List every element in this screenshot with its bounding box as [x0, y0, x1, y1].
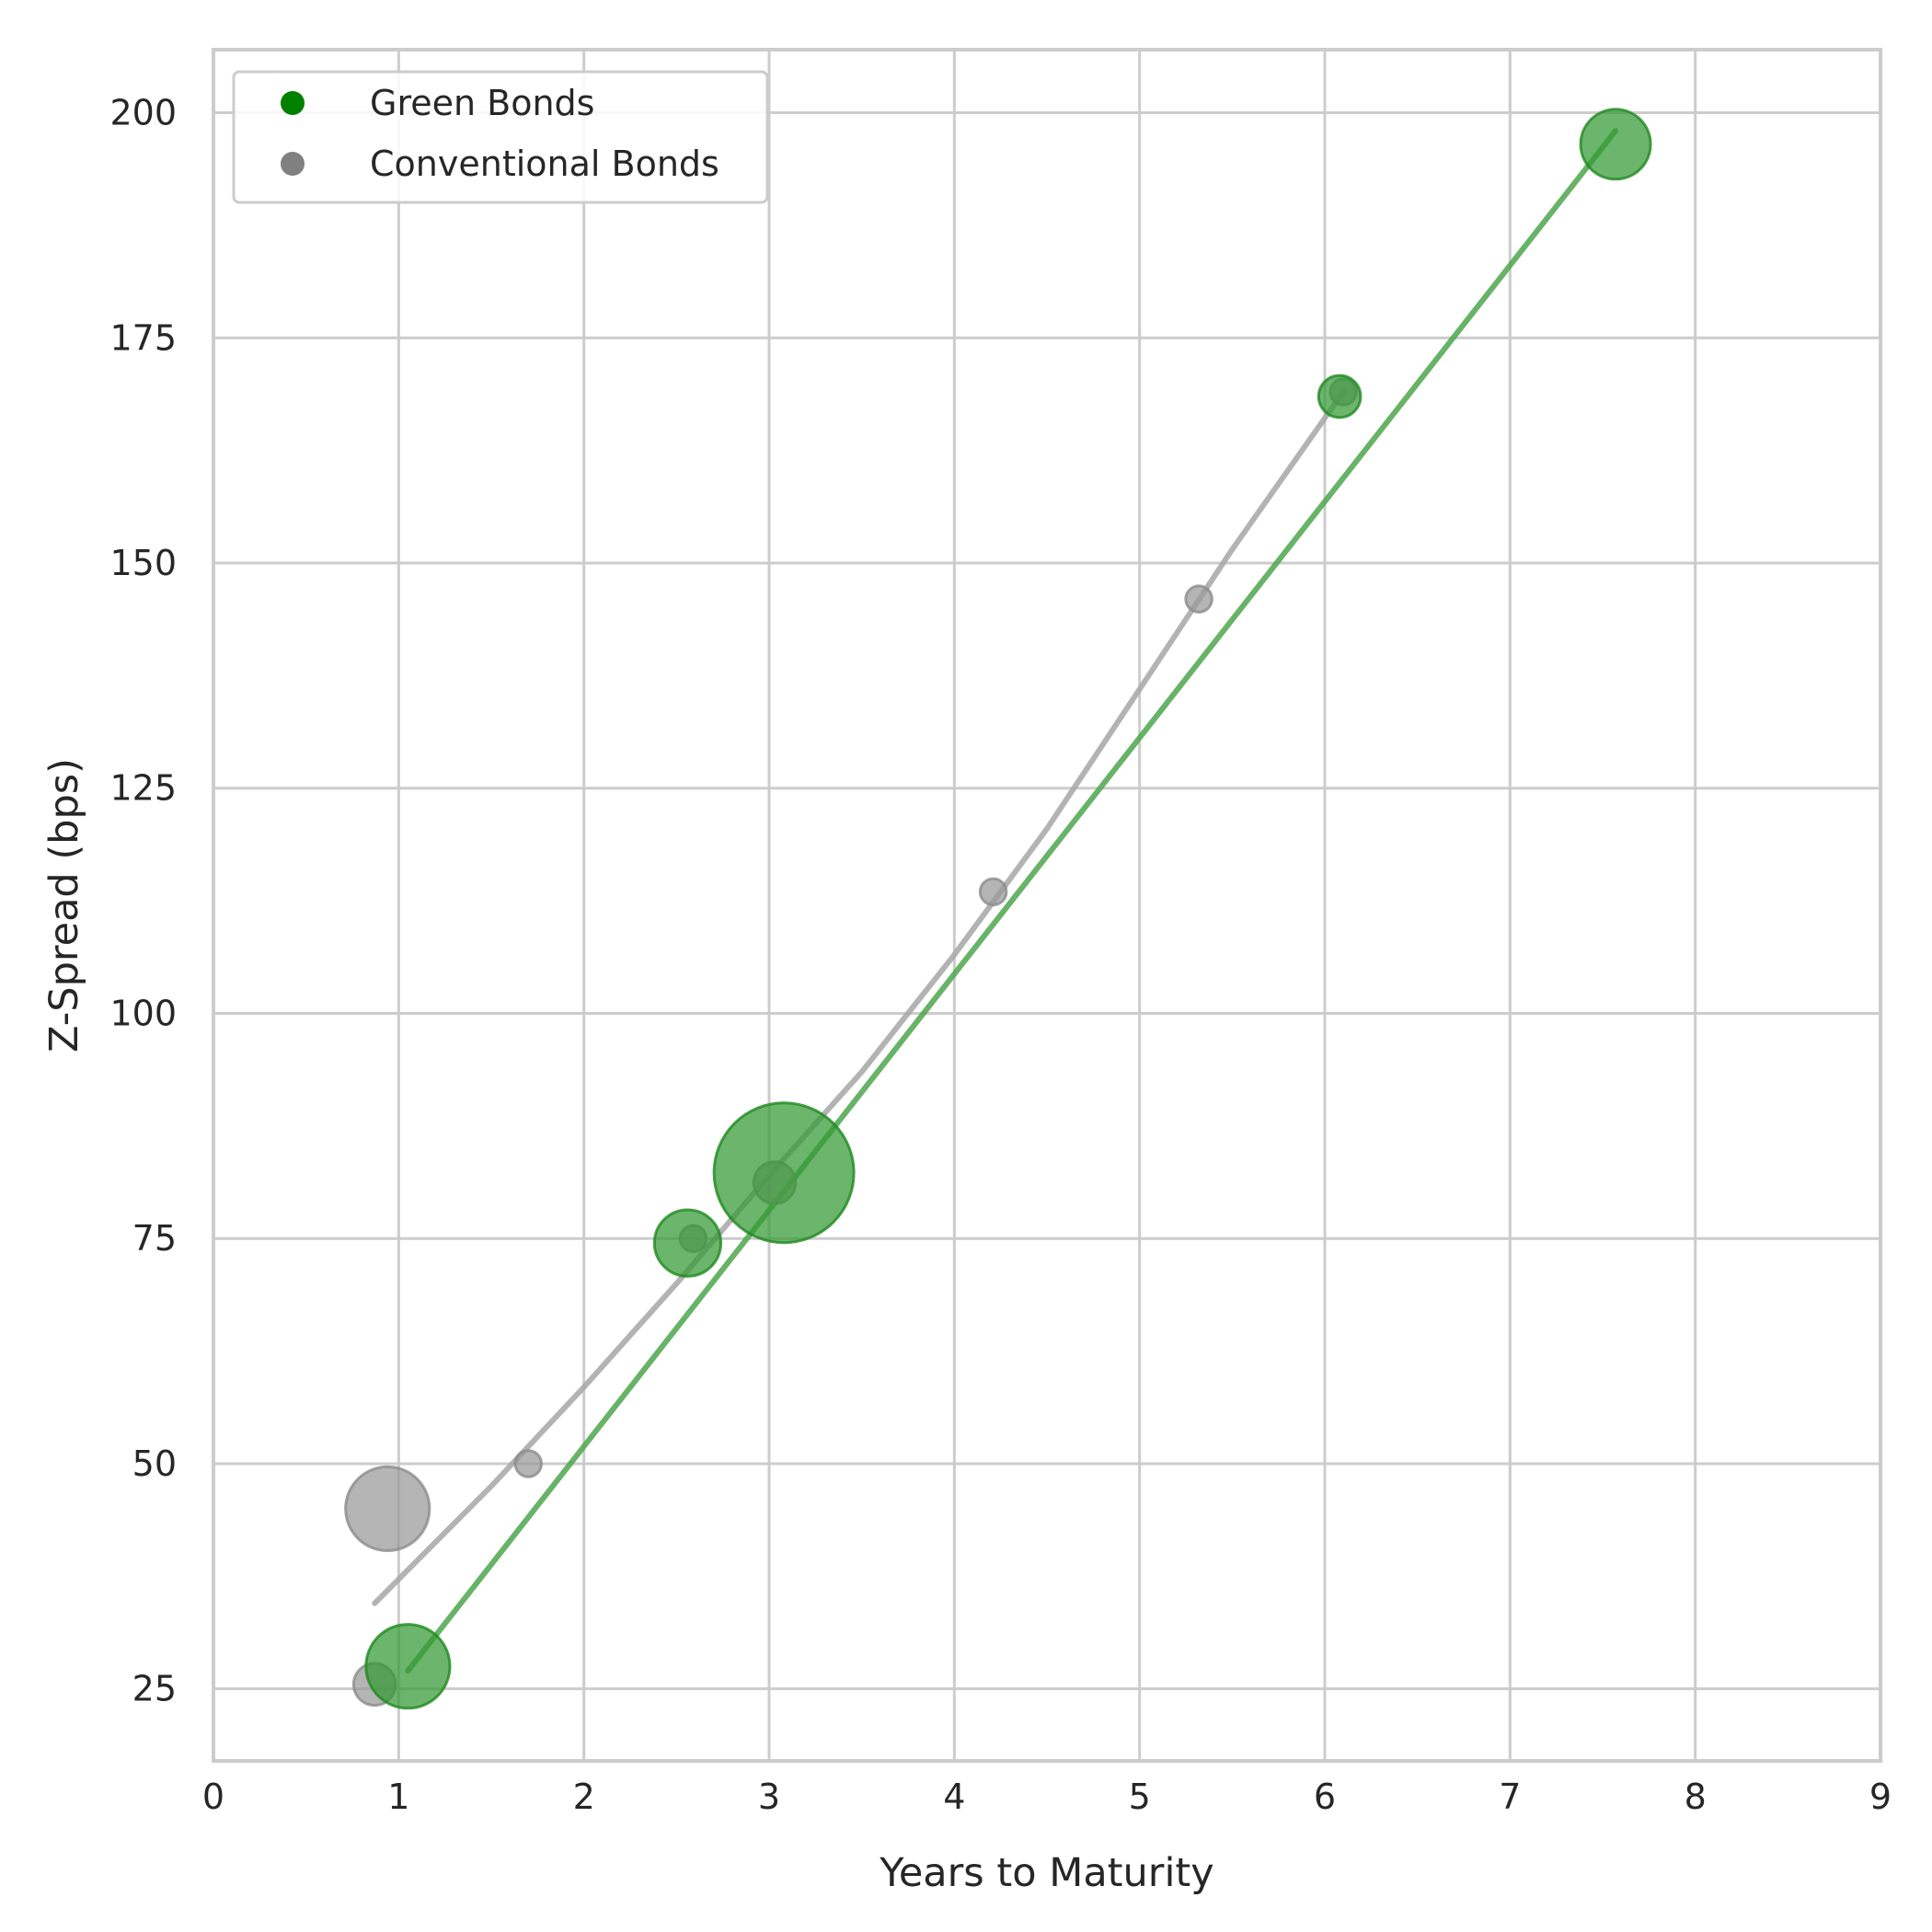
data-point — [1184, 584, 1213, 614]
x-tick-label: 6 — [1314, 1777, 1336, 1817]
grid-layer — [212, 50, 1882, 1761]
legend-label-green-bonds: Green Bonds — [370, 83, 594, 123]
y-axis-title: Z-Spread (bps) — [41, 758, 87, 1052]
y-tick-label: 150 — [109, 543, 177, 583]
y-tick-label: 200 — [109, 93, 177, 133]
data-point — [364, 1623, 452, 1710]
data-point — [1579, 108, 1652, 181]
series-layer — [344, 108, 1652, 1710]
y-tick-label: 175 — [109, 317, 177, 358]
y-tick-label: 75 — [132, 1218, 177, 1259]
y-tick-label: 100 — [109, 993, 177, 1033]
plot-frame — [212, 48, 1882, 1763]
x-tick-label: 2 — [573, 1777, 595, 1817]
data-point — [978, 877, 1008, 907]
x-axis-title: Years to Maturity — [879, 1850, 1213, 1896]
trend-line — [405, 128, 1619, 1674]
x-tick-label: 9 — [1869, 1777, 1892, 1817]
x-tick-label: 0 — [202, 1777, 224, 1817]
x-tick-label: 1 — [387, 1777, 409, 1817]
x-tick-label: 4 — [943, 1777, 965, 1817]
legend-marker-green-bonds — [281, 91, 305, 115]
data-point — [712, 1101, 856, 1245]
data-point — [1317, 374, 1363, 420]
series-1 — [372, 389, 1347, 1606]
legend: Green Bonds Conventional Bonds — [232, 70, 769, 204]
legend-box — [232, 70, 769, 204]
series-points-0 — [364, 108, 1652, 1710]
legend-marker-conventional-bonds — [281, 152, 305, 176]
data-point — [513, 1449, 544, 1478]
data-point — [344, 1465, 431, 1552]
x-tick-label: 7 — [1499, 1777, 1521, 1817]
x-tick-label: 5 — [1129, 1777, 1151, 1817]
axes-layer: 0 1 2 3 4 5 6 7 8 9 25 50 75 100 125 150 175 200 — [109, 48, 1892, 1817]
x-tick-label: 3 — [758, 1777, 780, 1817]
y-tick-label: 125 — [109, 768, 177, 809]
legend-label-conventional-bonds: Conventional Bonds — [370, 144, 719, 184]
series-0 — [405, 128, 1619, 1674]
y-tick-label: 50 — [132, 1443, 177, 1484]
data-point — [652, 1208, 723, 1278]
trend-line — [372, 389, 1347, 1606]
x-tick-label: 8 — [1685, 1777, 1707, 1817]
y-tick-label: 25 — [132, 1669, 177, 1709]
series-points-1 — [344, 377, 1358, 1708]
